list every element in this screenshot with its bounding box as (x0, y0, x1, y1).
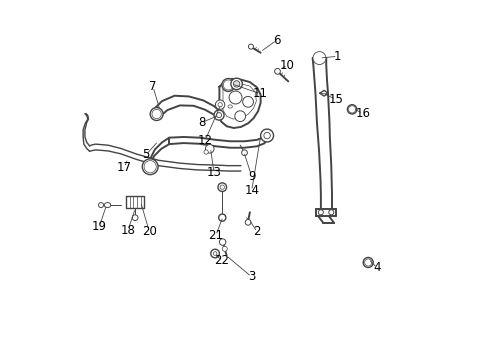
Text: 1: 1 (333, 50, 341, 63)
Circle shape (152, 109, 161, 119)
Circle shape (364, 259, 371, 266)
Text: 20: 20 (142, 225, 157, 238)
Circle shape (214, 110, 224, 120)
Circle shape (99, 203, 103, 208)
Text: 10: 10 (280, 59, 294, 72)
Text: 13: 13 (206, 166, 221, 179)
Circle shape (223, 80, 233, 90)
Circle shape (144, 161, 156, 173)
Circle shape (219, 239, 225, 245)
Text: 8: 8 (197, 116, 205, 129)
Text: 16: 16 (355, 107, 369, 120)
Text: 3: 3 (247, 270, 255, 283)
Circle shape (222, 78, 234, 91)
Circle shape (218, 183, 226, 192)
Circle shape (365, 260, 370, 265)
Text: 17: 17 (117, 161, 132, 174)
Circle shape (213, 252, 217, 255)
Ellipse shape (227, 105, 232, 108)
Text: 12: 12 (197, 134, 212, 147)
Circle shape (317, 56, 321, 60)
Circle shape (145, 162, 154, 171)
Circle shape (220, 185, 224, 189)
Circle shape (230, 78, 242, 90)
Circle shape (222, 246, 227, 251)
Circle shape (224, 81, 231, 89)
Circle shape (244, 220, 250, 225)
Circle shape (218, 214, 225, 221)
Text: 9: 9 (247, 170, 255, 183)
Text: 22: 22 (213, 254, 228, 267)
Circle shape (150, 108, 163, 121)
Text: 21: 21 (208, 229, 223, 242)
Circle shape (210, 249, 219, 258)
Circle shape (264, 132, 270, 139)
Circle shape (241, 150, 247, 156)
Circle shape (228, 91, 242, 104)
Text: 18: 18 (120, 224, 135, 237)
Circle shape (274, 68, 280, 74)
Text: 7: 7 (149, 80, 157, 93)
Text: 19: 19 (92, 220, 106, 233)
Text: 4: 4 (373, 261, 380, 274)
Text: 11: 11 (253, 87, 267, 100)
Text: 5: 5 (142, 148, 149, 161)
Circle shape (132, 215, 138, 221)
Circle shape (153, 111, 160, 117)
Circle shape (346, 105, 356, 114)
Text: 6: 6 (272, 33, 280, 47)
Circle shape (233, 81, 239, 87)
Circle shape (218, 103, 222, 107)
Circle shape (314, 54, 323, 62)
Text: 14: 14 (244, 184, 259, 197)
Text: 15: 15 (328, 93, 343, 106)
Circle shape (205, 144, 214, 153)
Circle shape (363, 257, 372, 267)
Ellipse shape (104, 203, 110, 208)
Circle shape (242, 96, 253, 107)
Circle shape (328, 210, 333, 215)
Circle shape (216, 113, 221, 118)
Circle shape (318, 210, 323, 215)
Circle shape (203, 150, 208, 154)
Circle shape (142, 159, 158, 175)
Circle shape (248, 44, 253, 49)
Circle shape (234, 111, 245, 122)
Text: 2: 2 (253, 225, 260, 238)
Circle shape (260, 129, 273, 142)
Circle shape (312, 51, 325, 64)
Circle shape (215, 100, 224, 109)
Circle shape (349, 107, 354, 112)
Circle shape (348, 106, 355, 113)
